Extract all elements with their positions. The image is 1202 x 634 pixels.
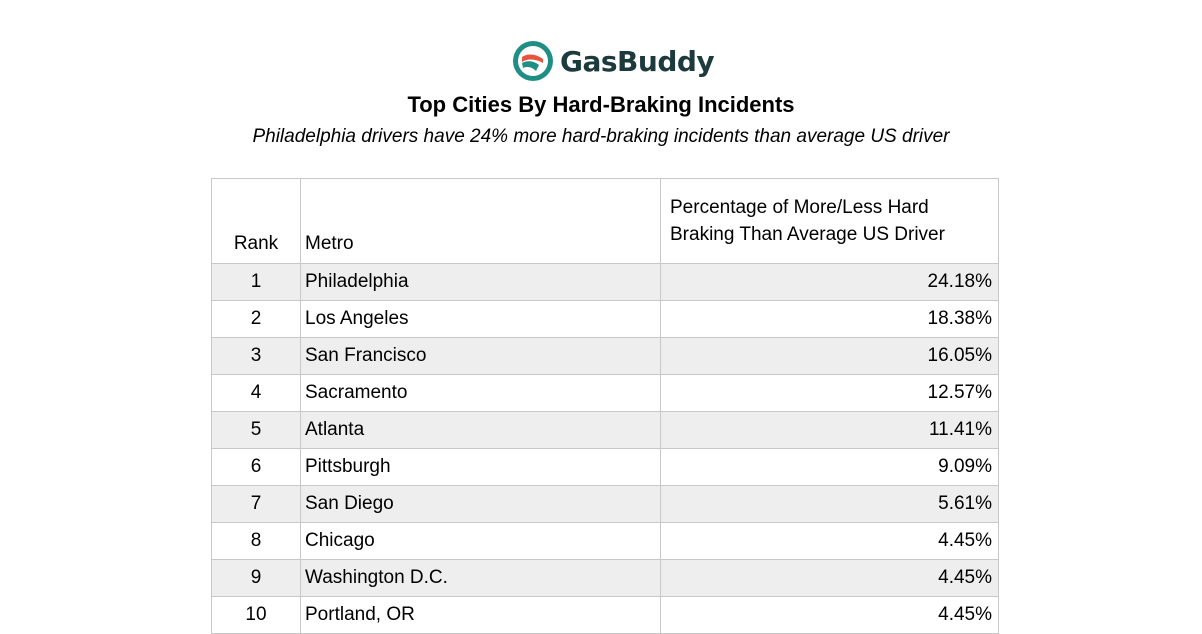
rank-cell: 7 bbox=[211, 485, 301, 523]
column-header-percentage: Percentage of More/Less Hard Braking Tha… bbox=[660, 178, 999, 264]
rank-cell: 8 bbox=[211, 522, 301, 560]
page-subtitle: Philadelphia drivers have 24% more hard-… bbox=[252, 126, 950, 147]
metro-cell: Philadelphia bbox=[300, 263, 661, 301]
rank-cell: 6 bbox=[211, 448, 301, 486]
table-row: 8 Chicago 4.45% bbox=[211, 522, 999, 560]
rank-cell: 5 bbox=[211, 411, 301, 449]
percentage-cell: 12.57% bbox=[660, 374, 999, 412]
table-row: 9 Washington D.C. 4.45% bbox=[211, 559, 999, 597]
rank-cell: 4 bbox=[211, 374, 301, 412]
rank-cell: 9 bbox=[211, 559, 301, 597]
metro-cell: Pittsburgh bbox=[300, 448, 661, 486]
metro-cell: Sacramento bbox=[300, 374, 661, 412]
metro-cell: Washington D.C. bbox=[300, 559, 661, 597]
table-row: 6 Pittsburgh 9.09% bbox=[211, 448, 999, 486]
rank-cell: 2 bbox=[211, 300, 301, 338]
percentage-cell: 16.05% bbox=[660, 337, 999, 375]
metro-cell: San Diego bbox=[300, 485, 661, 523]
percentage-cell: 24.18% bbox=[660, 263, 999, 301]
table-row: 7 San Diego 5.61% bbox=[211, 485, 999, 523]
table-header-row: Rank Metro Percentage of More/Less Hard … bbox=[211, 178, 999, 264]
rank-cell: 1 bbox=[211, 263, 301, 301]
rankings-table: Rank Metro Percentage of More/Less Hard … bbox=[211, 178, 999, 634]
percentage-cell: 9.09% bbox=[660, 448, 999, 486]
table-row: 2 Los Angeles 18.38% bbox=[211, 300, 999, 338]
table-row: 5 Atlanta 11.41% bbox=[211, 411, 999, 449]
gasbuddy-logo: GasBuddy bbox=[512, 40, 715, 82]
metro-cell: Los Angeles bbox=[300, 300, 661, 338]
metro-cell: Chicago bbox=[300, 522, 661, 560]
percentage-cell: 4.45% bbox=[660, 559, 999, 597]
table-row: 1 Philadelphia 24.18% bbox=[211, 263, 999, 301]
column-header-rank: Rank bbox=[211, 178, 301, 264]
percentage-cell: 4.45% bbox=[660, 522, 999, 560]
metro-cell: Atlanta bbox=[300, 411, 661, 449]
logo-text: GasBuddy bbox=[560, 44, 715, 78]
percentage-cell: 18.38% bbox=[660, 300, 999, 338]
table-row: 3 San Francisco 16.05% bbox=[211, 337, 999, 375]
table-row: 4 Sacramento 12.57% bbox=[211, 374, 999, 412]
percentage-cell: 11.41% bbox=[660, 411, 999, 449]
gasbuddy-logo-icon bbox=[513, 41, 553, 81]
percentage-cell: 5.61% bbox=[660, 485, 999, 523]
metro-cell: San Francisco bbox=[300, 337, 661, 375]
column-header-metro: Metro bbox=[300, 178, 661, 264]
page-title: Top Cities By Hard-Braking Incidents bbox=[407, 92, 795, 117]
rank-cell: 3 bbox=[211, 337, 301, 375]
